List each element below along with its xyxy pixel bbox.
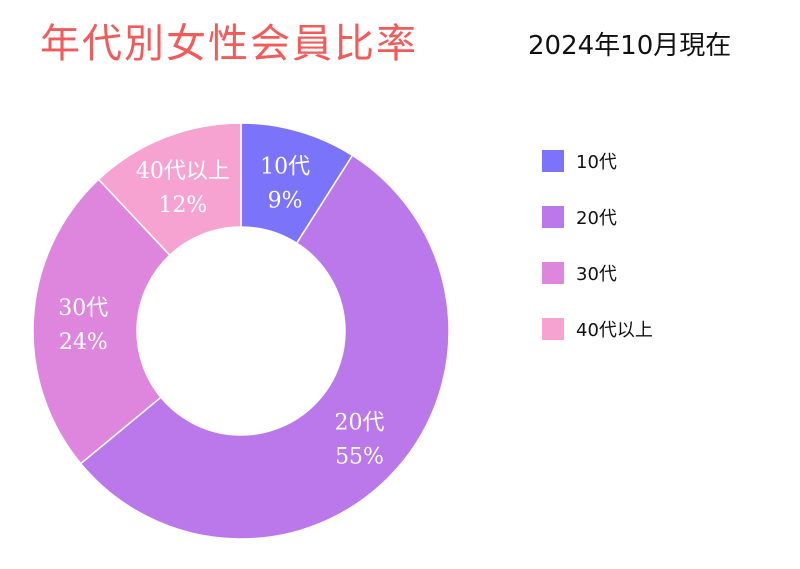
legend-swatch bbox=[542, 318, 564, 340]
slice-label-value: 12% bbox=[158, 193, 207, 218]
date-label: 2024年10月現在 bbox=[528, 31, 732, 61]
legend-item: 10代 bbox=[542, 146, 653, 176]
slice-label-category: 10代 bbox=[260, 154, 310, 179]
chart-title: 年代別女性会員比率 bbox=[40, 21, 418, 67]
legend-label: 10代 bbox=[576, 152, 617, 173]
donut-slice-3 bbox=[32, 178, 171, 465]
legend-swatch bbox=[542, 150, 564, 172]
legend: 10代 20代 30代 40代以上 bbox=[542, 146, 653, 370]
slice-label-value: 24% bbox=[59, 330, 108, 355]
slice-label-category: 30代 bbox=[58, 296, 108, 321]
slice-label-category: 40代以上 bbox=[136, 159, 230, 184]
slice-label-category: 20代 bbox=[335, 410, 385, 435]
legend-label: 20代 bbox=[576, 208, 617, 229]
legend-item: 20代 bbox=[542, 202, 653, 232]
legend-item: 40代以上 bbox=[542, 314, 653, 344]
donut-slice-2 bbox=[79, 154, 450, 540]
legend-swatch bbox=[542, 206, 564, 228]
slice-label-value: 9% bbox=[268, 188, 303, 213]
legend-label: 40代以上 bbox=[576, 320, 653, 341]
legend-label: 30代 bbox=[576, 264, 617, 285]
donut-slice-4 bbox=[97, 122, 242, 257]
slice-label-value: 55% bbox=[335, 444, 384, 469]
legend-swatch bbox=[542, 262, 564, 284]
legend-item: 30代 bbox=[542, 258, 653, 288]
